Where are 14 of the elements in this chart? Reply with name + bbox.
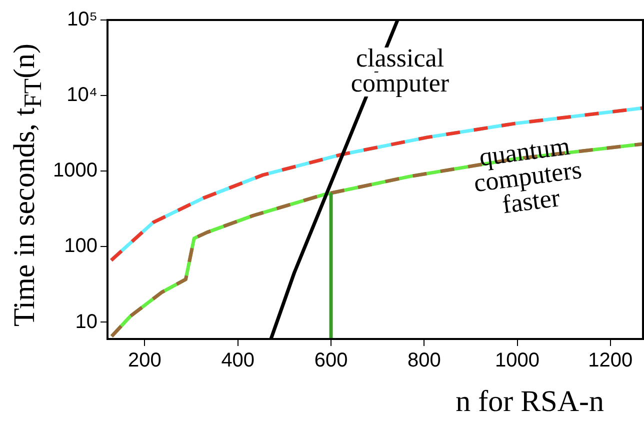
x-tick-label: 400 bbox=[221, 350, 255, 372]
x-tick-label: 1000 bbox=[495, 350, 540, 372]
annotation: quantum computers faster bbox=[472, 131, 584, 220]
y-tick-label: 10 bbox=[75, 310, 98, 333]
y-tick-label: 1000 bbox=[52, 160, 98, 182]
y-tick-label: 10⁴ bbox=[66, 84, 98, 106]
annotation: classical computer bbox=[350, 43, 450, 98]
x-tick-label: 200 bbox=[128, 350, 162, 372]
x-axis-title: n for RSA-n bbox=[456, 385, 604, 419]
x-tick-label: 600 bbox=[314, 350, 348, 372]
y-tick-label: 10⁵ bbox=[66, 8, 98, 31]
x-tick-label: 800 bbox=[407, 350, 441, 372]
y-tick-label: 100 bbox=[64, 235, 98, 258]
x-tick-label: 1200 bbox=[588, 350, 633, 372]
